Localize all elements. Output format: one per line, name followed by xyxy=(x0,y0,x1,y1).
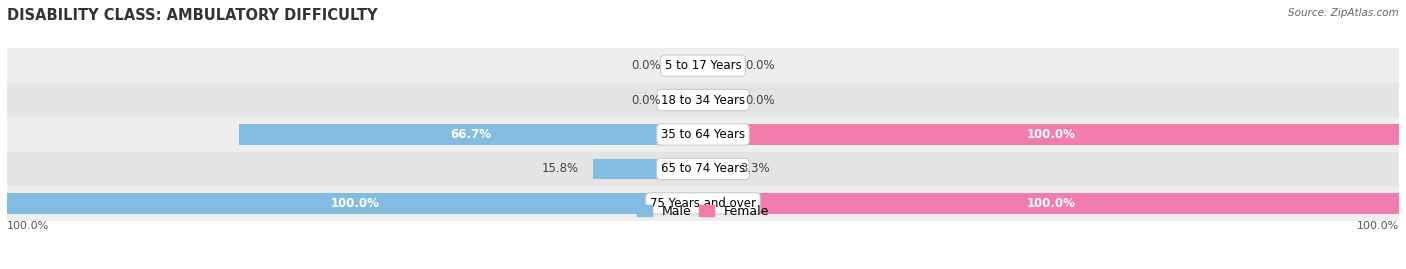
Bar xyxy=(7,83,1399,117)
Legend: Male, Female: Male, Female xyxy=(631,200,775,223)
Text: Source: ZipAtlas.com: Source: ZipAtlas.com xyxy=(1288,8,1399,18)
Text: 0.0%: 0.0% xyxy=(631,94,661,107)
Text: 100.0%: 100.0% xyxy=(1026,128,1076,141)
Bar xyxy=(703,90,731,110)
Text: 65 to 74 Years: 65 to 74 Years xyxy=(661,162,745,175)
Bar xyxy=(7,152,1399,186)
Bar xyxy=(703,159,725,179)
Bar xyxy=(7,186,1399,221)
Bar xyxy=(7,193,703,214)
Text: 100.0%: 100.0% xyxy=(1357,221,1399,231)
Bar xyxy=(593,159,703,179)
Text: 0.0%: 0.0% xyxy=(745,94,775,107)
Text: 66.7%: 66.7% xyxy=(450,128,491,141)
Bar xyxy=(7,48,1399,83)
Text: 100.0%: 100.0% xyxy=(330,197,380,210)
Bar xyxy=(7,117,1399,152)
Bar xyxy=(675,55,703,76)
Bar xyxy=(239,124,703,145)
Bar xyxy=(675,90,703,110)
Text: 15.8%: 15.8% xyxy=(541,162,579,175)
Bar xyxy=(703,193,1399,214)
Text: 5 to 17 Years: 5 to 17 Years xyxy=(665,59,741,72)
Text: 3.3%: 3.3% xyxy=(740,162,769,175)
Text: 100.0%: 100.0% xyxy=(1026,197,1076,210)
Bar xyxy=(703,124,1399,145)
Text: 18 to 34 Years: 18 to 34 Years xyxy=(661,94,745,107)
Text: 0.0%: 0.0% xyxy=(631,59,661,72)
Text: 0.0%: 0.0% xyxy=(745,59,775,72)
Text: DISABILITY CLASS: AMBULATORY DIFFICULTY: DISABILITY CLASS: AMBULATORY DIFFICULTY xyxy=(7,8,378,23)
Text: 100.0%: 100.0% xyxy=(7,221,49,231)
Text: 75 Years and over: 75 Years and over xyxy=(650,197,756,210)
Text: 35 to 64 Years: 35 to 64 Years xyxy=(661,128,745,141)
Bar xyxy=(703,55,731,76)
